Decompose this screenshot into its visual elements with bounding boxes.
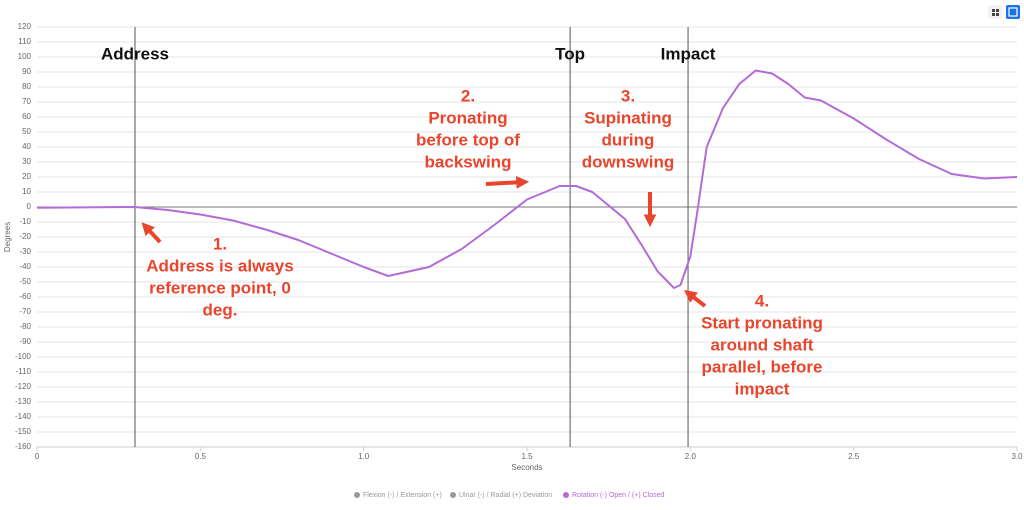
event-label: Top — [555, 44, 585, 63]
y-axis-label: Degrees — [3, 222, 12, 252]
y-tick-label: 50 — [22, 127, 31, 136]
annotation: 1. — [213, 234, 227, 253]
legend-item[interactable]: Ulnar (-) / Radial (+) Deviation — [450, 492, 552, 499]
y-tick-label: 0 — [27, 202, 32, 211]
legend-swatch — [450, 492, 456, 498]
annotation: backswing — [425, 152, 512, 171]
x-axis-label: Seconds — [511, 463, 542, 472]
annotation: 3. — [621, 86, 635, 105]
annotation: Pronating — [428, 108, 507, 127]
arrow — [683, 289, 707, 308]
y-tick-label: 120 — [18, 22, 32, 31]
annotation: parallel, before — [702, 357, 823, 376]
annotation: Address is always — [146, 256, 293, 275]
event-label: Impact — [661, 44, 716, 63]
x-tick-label: 0 — [35, 452, 40, 461]
y-tick-label: 30 — [22, 157, 31, 166]
y-tick-label: -40 — [19, 262, 31, 271]
annotation: Supinating — [584, 108, 672, 127]
series-line — [36, 69, 1018, 289]
annotation: Start pronating — [701, 313, 823, 332]
y-tick-label: 10 — [22, 187, 31, 196]
annotation-arrows — [141, 176, 707, 308]
y-tick-label: -120 — [15, 382, 32, 391]
annotation: reference point, 0 — [149, 278, 291, 297]
y-tick-label: 110 — [18, 37, 31, 46]
y-tick-label: -90 — [19, 337, 31, 346]
annotation: 2. — [461, 86, 475, 105]
y-tick-label: -50 — [19, 277, 31, 286]
legend-item[interactable]: Rotation (-) Open / (+) Closed — [563, 492, 665, 499]
legend-label: Flexion (-) / Extension (+) — [363, 492, 442, 499]
x-tick-label: 2.0 — [685, 452, 697, 461]
y-tick-label: -150 — [15, 427, 32, 436]
legend-item[interactable]: Flexion (-) / Extension (+) — [354, 492, 442, 499]
y-tick-label: 90 — [22, 67, 31, 76]
annotation: around shaft — [711, 335, 814, 354]
y-tick-label: 40 — [22, 142, 31, 151]
event-label: Address — [101, 44, 169, 63]
y-tick-label: 60 — [22, 112, 31, 121]
y-tick-label: -60 — [19, 292, 31, 301]
expand-icon[interactable] — [1006, 5, 1020, 19]
y-tick-label: -130 — [15, 397, 32, 406]
y-tick-label: -10 — [19, 217, 31, 226]
legend-label: Rotation (-) Open / (+) Closed — [572, 492, 665, 499]
y-tick-label: -110 — [16, 367, 32, 376]
y-tick-label: -70 — [19, 307, 31, 316]
x-tick-label: 0.5 — [195, 452, 207, 461]
x-tick-label: 3.0 — [1011, 452, 1023, 461]
annotation: downswing — [582, 152, 675, 171]
y-tick-label: 80 — [22, 82, 31, 91]
annotation: impact — [735, 379, 790, 398]
y-tick-label: -80 — [19, 322, 31, 331]
x-tick-label: 1.5 — [521, 452, 533, 461]
annotation: deg. — [203, 300, 238, 319]
annotation: during — [602, 130, 655, 149]
x-tick-label: 2.5 — [848, 452, 860, 461]
toolbar-icons — [988, 5, 1020, 19]
legend-swatch — [563, 492, 569, 498]
legend-swatch — [354, 492, 360, 498]
annotation: before top of — [416, 130, 520, 149]
y-tick-label: -140 — [15, 412, 32, 421]
y-tick-label: 70 — [22, 97, 31, 106]
y-tick-label: 100 — [18, 52, 32, 61]
y-tick-label: -100 — [15, 352, 32, 361]
y-tick-label: 20 — [22, 172, 31, 181]
y-tick-label: -160 — [15, 442, 32, 451]
legend-label: Ulnar (-) / Radial (+) Deviation — [459, 492, 552, 499]
annotation: 4. — [755, 291, 769, 310]
arrow — [141, 222, 162, 244]
arrow — [485, 176, 530, 189]
y-tick-label: -20 — [19, 232, 31, 241]
x-tick-label: 1.0 — [358, 452, 370, 461]
y-tick-label: -30 — [19, 247, 31, 256]
